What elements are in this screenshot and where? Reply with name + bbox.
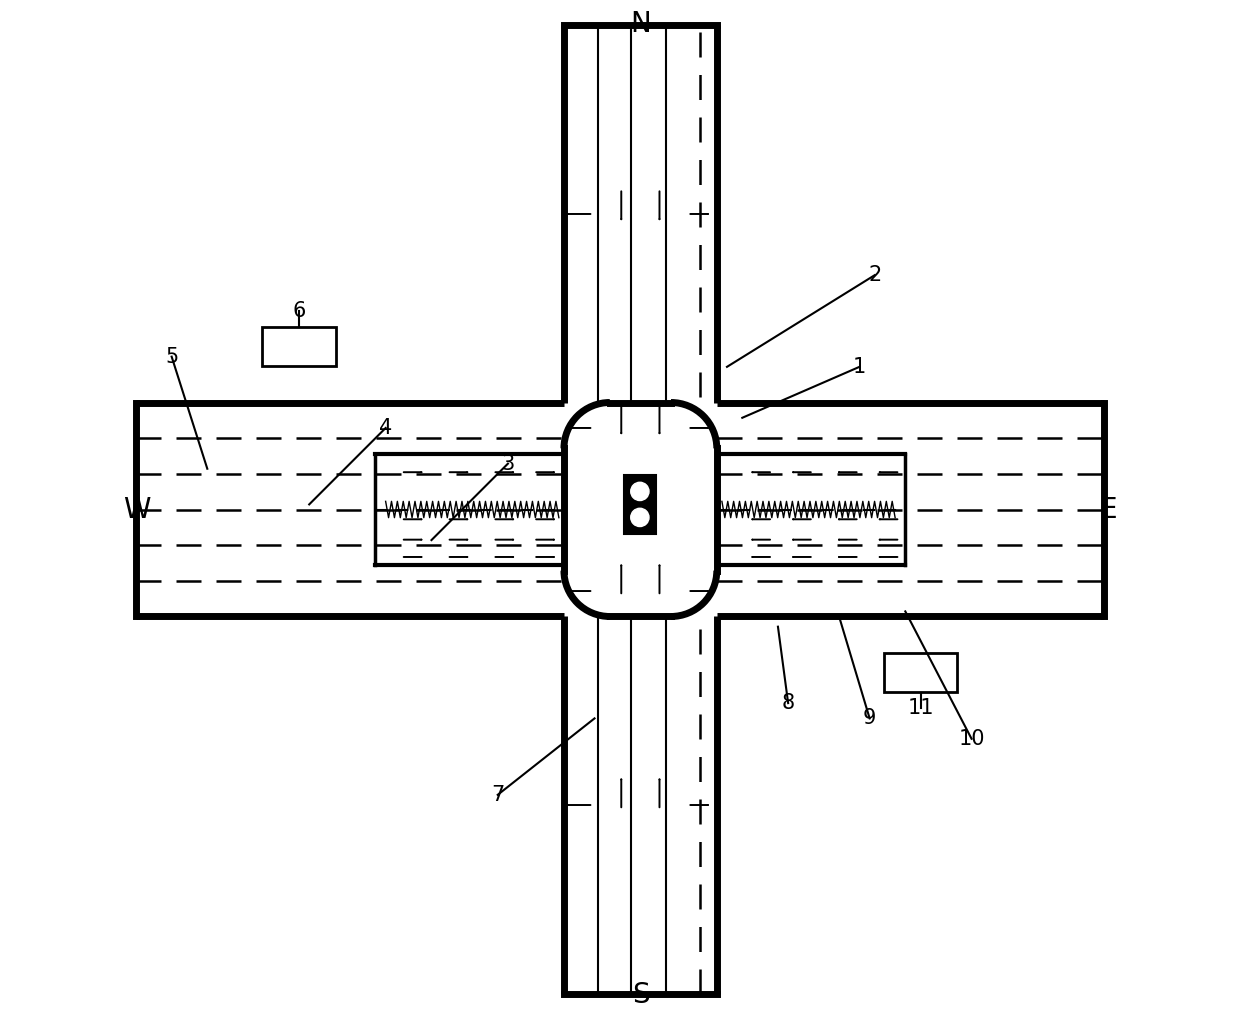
Text: 1: 1 [853, 357, 866, 377]
Bar [624, 475, 656, 534]
Text: W: W [123, 495, 150, 524]
Text: 7: 7 [491, 785, 505, 805]
Circle shape [631, 482, 649, 500]
Text: 2: 2 [868, 265, 882, 285]
Text: 8: 8 [781, 693, 795, 713]
Polygon shape [564, 25, 717, 403]
Text: 3: 3 [501, 453, 515, 474]
Text: 5: 5 [165, 346, 179, 367]
Text: 11: 11 [908, 698, 934, 718]
Polygon shape [564, 403, 717, 616]
Circle shape [631, 508, 649, 527]
Text: 4: 4 [379, 418, 392, 438]
Polygon shape [136, 403, 564, 616]
Polygon shape [717, 403, 1104, 616]
Text: 9: 9 [863, 708, 877, 729]
Text: 6: 6 [293, 301, 306, 321]
Bar [884, 653, 957, 692]
Polygon shape [564, 616, 717, 994]
Text: E: E [1100, 495, 1117, 524]
Text: 10: 10 [959, 729, 985, 749]
Bar [263, 327, 336, 366]
Text: N: N [630, 10, 651, 38]
Text: S: S [632, 981, 650, 1009]
